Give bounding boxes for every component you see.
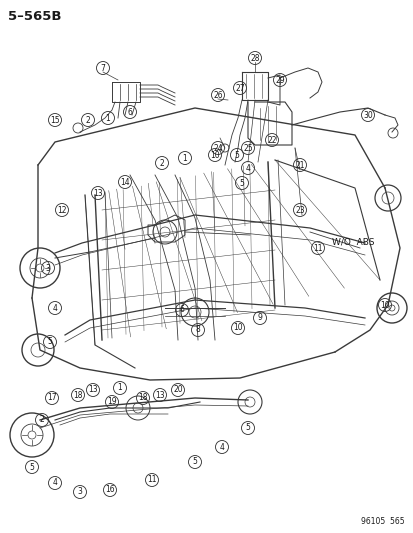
Text: 4: 4 xyxy=(245,164,250,173)
Text: 14: 14 xyxy=(120,177,130,187)
Text: 5: 5 xyxy=(192,457,197,466)
Text: 5: 5 xyxy=(234,150,239,159)
Text: 6: 6 xyxy=(127,108,132,117)
Text: 18: 18 xyxy=(73,391,83,400)
Text: 4: 4 xyxy=(52,303,57,312)
Text: 19: 19 xyxy=(107,398,116,407)
Text: 13: 13 xyxy=(88,385,97,394)
Text: 4: 4 xyxy=(219,442,224,451)
Text: 25: 25 xyxy=(242,143,252,152)
Text: 1: 1 xyxy=(182,154,187,163)
Text: 24: 24 xyxy=(213,143,222,152)
Text: 3: 3 xyxy=(77,488,82,497)
Text: 27: 27 xyxy=(235,84,244,93)
Text: 1: 1 xyxy=(105,114,110,123)
Text: 5–565B: 5–565B xyxy=(8,10,62,23)
Text: 11: 11 xyxy=(147,475,157,484)
Text: 11: 11 xyxy=(313,244,322,253)
Text: 1: 1 xyxy=(117,384,122,392)
Text: 5: 5 xyxy=(239,179,244,188)
Text: 17: 17 xyxy=(47,393,57,402)
Text: 5: 5 xyxy=(47,337,52,346)
Text: W/O  ABS: W/O ABS xyxy=(331,238,374,246)
Text: 2: 2 xyxy=(85,116,90,125)
Text: 3: 3 xyxy=(45,263,50,272)
Text: 9: 9 xyxy=(257,313,262,322)
Text: 18: 18 xyxy=(138,393,147,402)
Text: 7: 7 xyxy=(100,63,105,72)
Text: 5: 5 xyxy=(245,424,250,432)
Text: 2: 2 xyxy=(40,416,44,424)
Text: 13: 13 xyxy=(155,391,164,400)
Text: 96105  565: 96105 565 xyxy=(361,517,404,526)
Text: 2: 2 xyxy=(159,158,164,167)
Text: 8: 8 xyxy=(195,326,200,335)
Text: 5: 5 xyxy=(29,463,34,472)
Text: 16: 16 xyxy=(105,486,114,495)
Text: 22: 22 xyxy=(267,135,276,144)
Text: 15: 15 xyxy=(50,116,59,125)
Text: 12: 12 xyxy=(57,206,66,214)
Text: 30: 30 xyxy=(362,110,372,119)
Text: 13: 13 xyxy=(93,189,102,198)
Text: 29: 29 xyxy=(275,76,284,85)
Text: 26: 26 xyxy=(213,91,222,100)
Text: 6: 6 xyxy=(179,305,184,314)
Circle shape xyxy=(221,144,228,152)
Text: 10: 10 xyxy=(233,324,242,333)
Text: 20: 20 xyxy=(173,385,183,394)
Text: 21: 21 xyxy=(294,160,304,169)
Text: 10: 10 xyxy=(210,150,219,159)
Text: 10: 10 xyxy=(379,301,389,310)
Text: 4: 4 xyxy=(52,479,57,488)
Text: 23: 23 xyxy=(294,206,304,214)
Text: 28: 28 xyxy=(249,53,259,62)
